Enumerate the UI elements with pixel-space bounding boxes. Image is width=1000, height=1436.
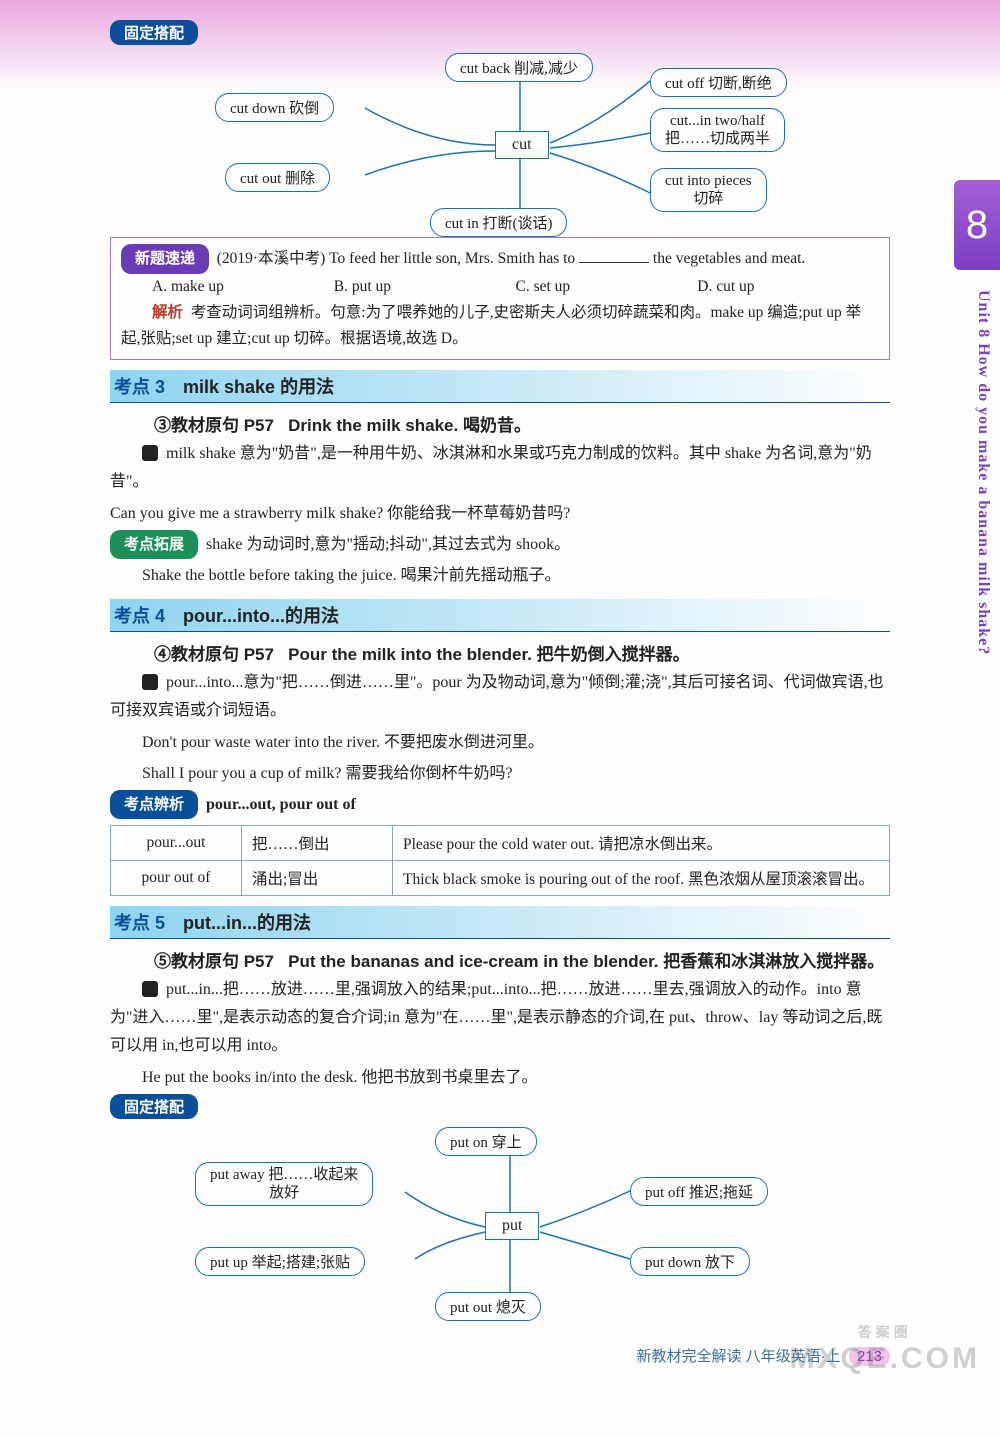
pour-table: pour...out 把……倒出 Please pour the cold wa… [110, 825, 890, 896]
mindmap-node-line: cut into pieces [665, 173, 752, 189]
tag-fixed-collocation: 固定搭配 [110, 20, 198, 45]
kaodian-bar-3: 考点 3 milk shake 的用法 [110, 370, 890, 403]
mindmap-node-line: put away 把……收起来 [210, 1167, 358, 1183]
mindmap-cut: cut cut back 削减,减少 cut down 砍倒 cut out 删… [150, 53, 850, 233]
body-text: pour...into...意为"把……倒进……里"。pour 为及物动词,意为… [110, 674, 884, 719]
table-row: pour out of 涌出;冒出 Thick black smoke is p… [111, 861, 890, 896]
kaodian-title: milk shake 的用法 [183, 377, 334, 397]
plus-icon: ✚ [142, 981, 158, 997]
kaodian-label: 考点 5 [114, 909, 165, 935]
jiexi-text: 考查动词词组辨析。句意:为了喂养她的儿子,史密斯夫人必须切碎蔬菜和肉。make … [121, 304, 861, 347]
kaodian-bar-4: 考点 4 pour...into...的用法 [110, 599, 890, 632]
kaodian3-ex1: Can you give me a strawberry milk shake?… [110, 500, 890, 527]
mindmap-node: put away 把……收起来 放好 [195, 1162, 373, 1206]
lead-text: Put the bananas and ice-cream in the ble… [288, 952, 884, 971]
kaodian5-ex1: He put the books in/into the desk. 他把书放到… [110, 1064, 890, 1091]
kaodian-bar-5: 考点 5 put...in...的用法 [110, 906, 890, 939]
mindmap-put: put put on 穿上 put away 把……收起来 放好 put up … [140, 1127, 860, 1327]
lead-text: Pour the milk into the blender. 把牛奶倒入搅拌器… [288, 645, 689, 664]
mindmap-node: cut out 删除 [225, 163, 330, 192]
mindmap-cut-center: cut [495, 131, 549, 159]
kaodian4-p1: ✚ pour...into...意为"把……倒进……里"。pour 为及物动词,… [110, 669, 890, 725]
lead-text: Drink the milk shake. 喝奶昔。 [288, 416, 531, 435]
kaodian-label: 考点 4 [114, 602, 165, 628]
option-a: A. make up [152, 274, 334, 300]
mindmap-node: put on 穿上 [435, 1127, 537, 1156]
kaodian3-lead: ③教材原句 P57 Drink the milk shake. 喝奶昔。 [120, 411, 890, 436]
kaodian3-p1: ✚ milk shake 意为"奶昔",是一种用牛奶、冰淇淋和水果或巧克力制成的… [110, 440, 890, 496]
table-cell: Please pour the cold water out. 请把凉水倒出来。 [393, 826, 890, 861]
plus-icon: ✚ [142, 445, 158, 461]
plus-icon: ✚ [142, 674, 158, 690]
table-cell: pour...out [111, 826, 242, 861]
kaodian3-expand: 考点拓展 shake 为动词时,意为"摇动;抖动",其过去式为 shook。 [110, 530, 890, 560]
lead-num: ③教材原句 P57 [154, 416, 274, 435]
lead-num: ⑤教材原句 P57 [154, 952, 274, 971]
mindmap-node-line: 放好 [269, 1185, 299, 1201]
jiexi-label: 解析 [152, 304, 183, 321]
mindmap-node: cut down 砍倒 [215, 93, 334, 122]
tag-fixed-collocation-2: 固定搭配 [110, 1094, 198, 1119]
kaodian4-ex2: Shall I pour you a cup of milk? 需要我给你倒杯牛… [110, 760, 890, 787]
question-box: 新题速递 (2019·本溪中考) To feed her little son,… [110, 237, 890, 360]
question-source: (2019·本溪中考) [217, 250, 326, 267]
option-c: C. set up [516, 274, 698, 300]
kaodian-label: 考点 3 [114, 373, 165, 399]
mindmap-node: cut...in two/half 把……切成两半 [650, 108, 785, 152]
kaodian-title: put...in...的用法 [183, 913, 311, 933]
tag-new-question: 新题速递 [121, 244, 209, 274]
option-b: B. put up [334, 274, 516, 300]
side-unit-title: Unit 8 How do you make a banana milk sha… [964, 290, 992, 810]
watermark-sub: 答案圈 [789, 1322, 980, 1342]
kaodian3-ex2: Shake the bottle before taking the juice… [110, 562, 890, 589]
kaodian4-lead: ④教材原句 P57 Pour the milk into the blender… [120, 640, 890, 665]
mindmap-node: put off 推迟;拖延 [630, 1177, 768, 1206]
table-row: pour...out 把……倒出 Please pour the cold wa… [111, 826, 890, 861]
kaodian-title: pour...into...的用法 [183, 606, 339, 626]
mindmap-node-line: 切碎 [693, 191, 723, 207]
body-text: milk shake 意为"奶昔",是一种用牛奶、冰淇淋和水果或巧克力制成的饮料… [110, 445, 872, 490]
mindmap-node: cut back 削减,减少 [445, 53, 593, 82]
question-stem-after: the vegetables and meat. [653, 250, 805, 267]
kaodian5-p1: ✚ put...in...把……放进……里,强调放入的结果;put...into… [110, 976, 890, 1060]
watermark: 答案圈 MXQE.COM [789, 1322, 980, 1376]
mindmap-node-line: 把……切成两半 [665, 131, 770, 147]
table-cell: pour out of [111, 861, 242, 896]
tag-analyze: 考点辨析 [110, 790, 198, 820]
mindmap-node: put out 熄灭 [435, 1292, 541, 1321]
tag-expand: 考点拓展 [110, 530, 198, 560]
table-cell: 涌出;冒出 [242, 861, 393, 896]
kaodian5-lead: ⑤教材原句 P57 Put the bananas and ice-cream … [120, 947, 890, 972]
side-unit-tab: 8 [954, 180, 1000, 270]
mindmap-node-line: cut...in two/half [670, 113, 765, 129]
mindmap-put-center: put [485, 1212, 539, 1240]
page-footer: 新教材完全解读 八年级英语·上 213 [110, 1345, 890, 1366]
kaodian4-analyze: 考点辨析 pour...out, pour out of [110, 790, 890, 820]
analyze-title: pour...out, pour out of [206, 796, 356, 813]
table-cell: Thick black smoke is pouring out of the … [393, 861, 890, 896]
option-d: D. cut up [697, 274, 879, 300]
question-stem-before: To feed her little son, Mrs. Smith has t… [329, 250, 579, 267]
mindmap-node: cut in 打断(谈话) [430, 208, 567, 237]
lead-num: ④教材原句 P57 [154, 645, 274, 664]
table-cell: 把……倒出 [242, 826, 393, 861]
expand-text: shake 为动词时,意为"摇动;抖动",其过去式为 shook。 [206, 536, 570, 553]
watermark-main: MXQE.COM [789, 1342, 980, 1375]
kaodian4-ex1: Don't pour waste water into the river. 不… [110, 729, 890, 756]
mindmap-node: put down 放下 [630, 1247, 750, 1276]
mindmap-node: cut off 切断,断绝 [650, 68, 787, 97]
question-blank [579, 260, 649, 263]
body-text: put...in...把……放进……里,强调放入的结果;put...into..… [110, 981, 882, 1054]
mindmap-node: put up 举起;搭建;张贴 [195, 1247, 365, 1276]
mindmap-node: cut into pieces 切碎 [650, 168, 767, 212]
